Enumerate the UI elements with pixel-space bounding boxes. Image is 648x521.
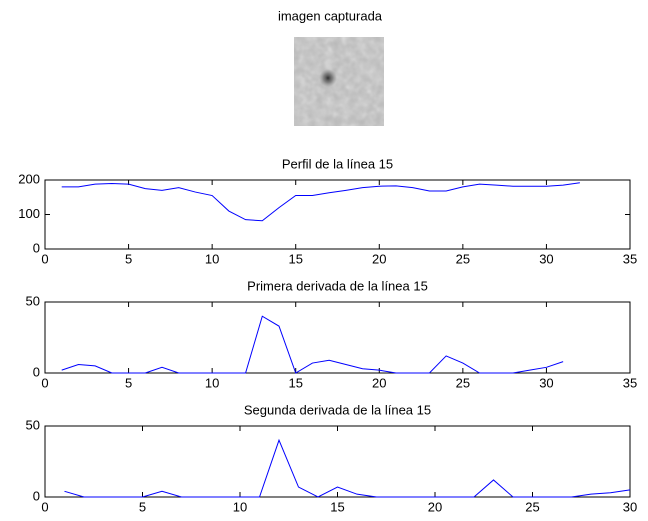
x-tick-label: 10 [205,375,219,390]
data-line [61,182,580,222]
x-tick-label: 15 [330,499,344,514]
x-tick-label: 20 [372,251,386,266]
x-tick-label: 10 [233,499,247,514]
x-tick-label: 20 [372,375,386,390]
x-tick-label: 5 [125,251,132,266]
x-tick-label: 0 [41,499,48,514]
x-tick-label: 35 [623,375,637,390]
axes-box [44,301,631,374]
x-tick-label: 15 [288,375,302,390]
axes-box [44,179,631,250]
y-tick-label: 200 [18,171,40,186]
x-tick-label: 30 [623,499,637,514]
data-line [61,315,564,374]
x-tick-label: 25 [456,251,470,266]
x-tick-label: 5 [139,499,146,514]
y-tick-label: 0 [33,488,40,503]
y-tick-label: 100 [18,206,40,221]
x-tick-label: 10 [205,251,219,266]
x-tick-label: 25 [525,499,539,514]
x-tick-label: 30 [539,251,553,266]
x-tick-label: 15 [288,251,302,266]
y-tick-label: 50 [26,293,40,308]
chart-title: Segunda derivada de la línea 15 [244,402,431,417]
x-tick-label: 5 [125,375,132,390]
x-tick-label: 35 [623,251,637,266]
chart-title: Primera derivada de la línea 15 [247,278,428,293]
y-tick-label: 0 [33,364,40,379]
axes-box [44,425,631,498]
x-tick-label: 30 [539,375,553,390]
x-tick-label: 25 [456,375,470,390]
y-tick-label: 0 [33,240,40,255]
x-tick-label: 0 [41,375,48,390]
image-title: imagen capturada [278,8,383,23]
data-line [64,438,631,498]
chart-title: Perfil de la línea 15 [282,156,393,171]
captured-image [294,37,384,126]
x-tick-label: 20 [428,499,442,514]
x-tick-label: 0 [41,251,48,266]
y-tick-label: 50 [26,417,40,432]
